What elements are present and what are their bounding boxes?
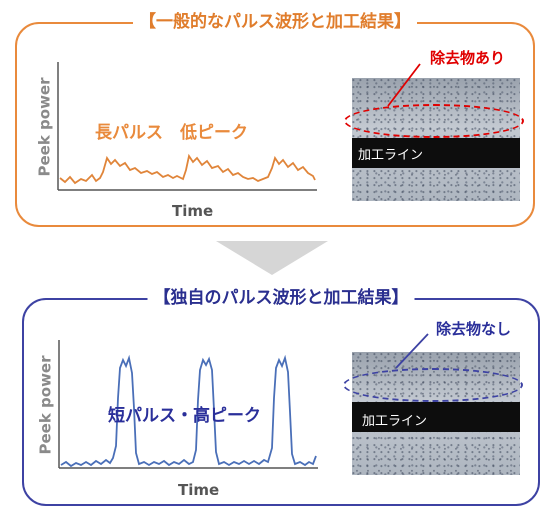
general-pulse-caption: 長パルス 低ピーク bbox=[95, 123, 248, 143]
no-debris-callout: 除去物なし bbox=[436, 320, 512, 338]
custom-pulse-xlabel: Time bbox=[178, 481, 220, 499]
general-pulse-title: 【一般的なパルス波形と加工結果】 bbox=[133, 11, 417, 33]
custom-pulse-panel: 【独自のパルス波形と加工結果】 bbox=[22, 287, 540, 506]
general-pulse-xlabel: Time bbox=[172, 202, 214, 220]
custom-pulse-caption: 短パルス・高ピーク bbox=[108, 406, 261, 426]
no-debris-highlight-ellipse bbox=[343, 368, 523, 402]
processing-line-label: 加工ライン bbox=[358, 148, 424, 163]
custom-pulse-waveform bbox=[60, 354, 317, 468]
general-pulse-plot bbox=[57, 62, 317, 191]
processing-line bbox=[352, 138, 520, 168]
processing-line-label: 加工ライン bbox=[362, 414, 428, 429]
down-arrow-icon bbox=[216, 241, 328, 275]
debris-highlight-ellipse bbox=[344, 104, 524, 138]
debris-callout-line bbox=[387, 63, 421, 107]
general-pulse-waveform bbox=[59, 153, 316, 185]
no-debris-callout-line bbox=[395, 333, 429, 369]
custom-pulse-plot bbox=[58, 340, 318, 469]
debris-present-callout: 除去物あり bbox=[430, 49, 506, 67]
general-pulse-result-photo: 加工ライン bbox=[352, 78, 520, 201]
custom-pulse-ylabel: Peek power bbox=[36, 355, 55, 455]
general-pulse-ylabel: Peek power bbox=[35, 77, 54, 177]
processing-line bbox=[352, 402, 520, 432]
custom-pulse-title: 【独自のパルス波形と加工結果】 bbox=[147, 287, 415, 309]
general-pulse-panel: 【一般的なパルス波形と加工結果】 bbox=[15, 11, 535, 227]
